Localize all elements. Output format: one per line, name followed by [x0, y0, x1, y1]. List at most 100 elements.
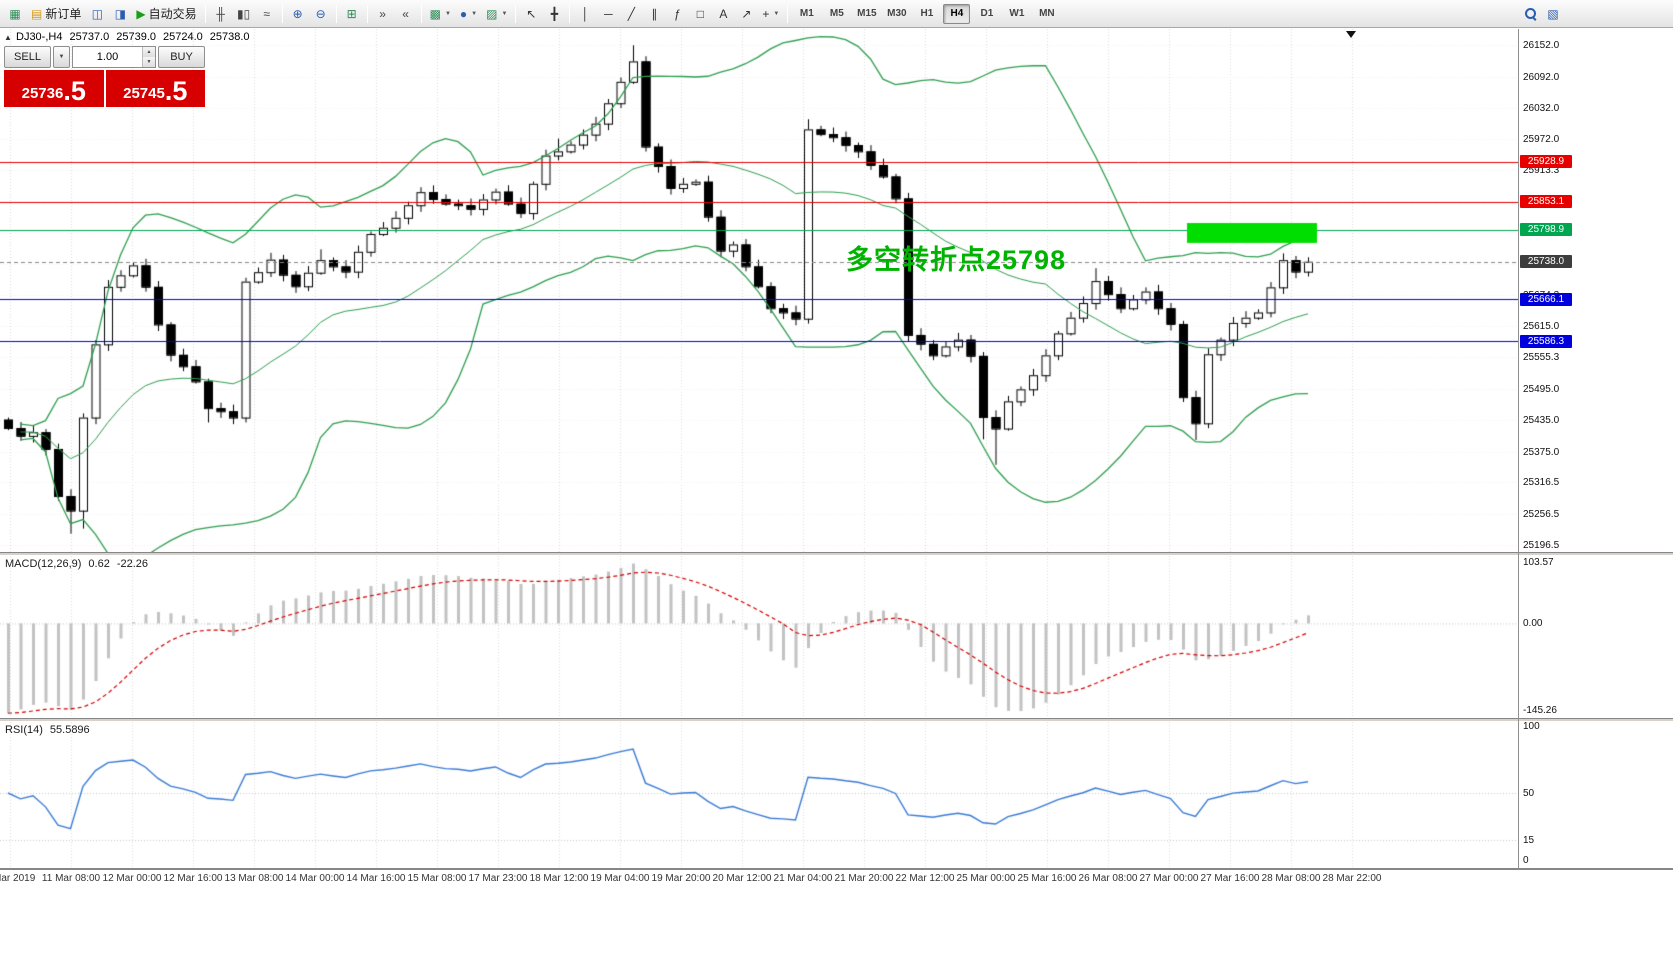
rsi-axis-label: 15 [1523, 834, 1535, 846]
zoom-out-button[interactable]: ⊖ [310, 3, 332, 25]
market-watch-button[interactable]: ◫ [86, 3, 108, 25]
time-axis-label: 27 Mar 00:00 [1139, 873, 1199, 884]
profiles-dropdown[interactable]: ● ▼ [456, 3, 481, 25]
vertical-line-icon: │ [581, 6, 590, 21]
chart-shift-marker-icon[interactable] [1346, 31, 1356, 38]
price-level-badge: 25666.1 [1520, 292, 1572, 306]
toolbar-separator [204, 4, 206, 23]
cursor-button[interactable]: ↖ [520, 3, 542, 25]
zoom-in-button[interactable]: ⊕ [287, 3, 309, 25]
timeframe-h1-button[interactable]: H1 [920, 8, 934, 19]
trendline-icon: ╱ [627, 6, 636, 21]
timeframe-m30-button[interactable]: M30 [887, 8, 907, 19]
time-axis-label: 22 Mar 12:00 [895, 873, 955, 884]
new-chart-button[interactable]: ▦ [4, 3, 26, 25]
chart-annotation-text[interactable]: 多空转折点25798 [846, 245, 1067, 275]
plus-icon: + [762, 6, 770, 21]
chevron-down-icon: ▼ [471, 10, 478, 17]
trade-panel-prices: 25736.5 25745.5 [4, 70, 205, 107]
spinner-up-icon[interactable]: ▲ [143, 47, 155, 57]
profiles-icon: ● [459, 6, 468, 21]
volume-preset-dropdown[interactable]: ▼ [53, 46, 70, 68]
rsi-canvas[interactable] [0, 722, 1518, 868]
price-chart-canvas[interactable] [0, 29, 1518, 552]
indicators-dropdown[interactable]: + ▼ [758, 3, 783, 25]
spinner-down-icon[interactable]: ▼ [143, 57, 155, 67]
buy-button[interactable]: BUY [158, 46, 205, 68]
shapes-button[interactable]: □ [689, 3, 711, 25]
toolbar-separator [366, 4, 368, 23]
timeframe-m1-button[interactable]: M1 [799, 8, 814, 19]
timeframe-d1-button[interactable]: D1 [980, 8, 994, 19]
rsi-axis-label: 50 [1523, 788, 1535, 799]
price-level-badge: 25586.3 [1520, 334, 1572, 348]
one-click-collapse-icon[interactable]: ▲ [4, 33, 12, 42]
trendline-button[interactable]: ╱ [620, 3, 642, 25]
line-chart-button[interactable]: ≈ [256, 3, 278, 25]
sell-price-fraction: .5 [63, 76, 86, 106]
time-axis-label: 19 Mar 04:00 [590, 873, 650, 884]
rsi-axis-label: 0 [1523, 855, 1529, 866]
time-axis-label: 27 Mar 16:00 [1200, 873, 1260, 884]
new-order-button[interactable]: ▤ 新订单 [27, 3, 85, 25]
timeframe-m15-button[interactable]: M15 [857, 8, 877, 19]
sell-price-button[interactable]: 25736.5 [4, 70, 104, 107]
auto-trading-button[interactable]: ▶ 自动交易 [132, 3, 200, 25]
zoom-in-icon: ⊕ [292, 6, 303, 21]
trade-panel-header: SELL ▼ 1.00 ▲ ▼ BUY [4, 46, 205, 68]
timeframe-w1-button[interactable]: W1 [1009, 8, 1025, 19]
price-tick-label: 26092.0 [1523, 71, 1560, 83]
data-window-button[interactable]: ◨ [109, 3, 131, 25]
macd-axis-label: -145.26 [1523, 705, 1557, 716]
time-axis-label: 26 Mar 08:00 [1078, 873, 1138, 884]
volume-input[interactable]: 1.00 [96, 51, 119, 63]
layout-button[interactable]: ▧ [1542, 3, 1564, 25]
channel-button[interactable]: ∥ [643, 3, 665, 25]
templates-dropdown[interactable]: ▨ ▼ [482, 3, 511, 25]
horizontal-line-button[interactable]: ─ [597, 3, 619, 25]
price-tick-label: 25435.0 [1523, 415, 1560, 427]
tile-windows-button[interactable]: ⊞ [341, 3, 363, 25]
auto-scroll-button[interactable]: » [372, 3, 394, 25]
macd-canvas[interactable] [0, 556, 1518, 718]
macd-indicator-label: MACD(12,26,9) 0.62 -22.26 [5, 558, 148, 570]
panel-separator[interactable] [0, 718, 1673, 722]
arrows-button[interactable]: ↗ [735, 3, 757, 25]
channel-icon: ∥ [651, 6, 658, 21]
volume-spinner: ▲ ▼ [142, 47, 155, 67]
buy-price-main: 25745 [123, 85, 165, 103]
time-axis-label: 18 Mar 12:00 [529, 873, 589, 884]
chart-shift-button[interactable]: « [395, 3, 417, 25]
price-axis-border [1518, 29, 1519, 870]
one-click-trading-panel: SELL ▼ 1.00 ▲ ▼ BUY 25736.5 25745.5 [4, 46, 205, 107]
price-tick-label: 26152.0 [1523, 40, 1560, 52]
price-tick-label: 25555.3 [1523, 352, 1560, 364]
vertical-line-button[interactable]: │ [574, 3, 596, 25]
timeframe-m5-button[interactable]: M5 [829, 8, 844, 19]
horizontal-line-icon: ─ [604, 6, 613, 21]
auto-scroll-icon: » [379, 6, 386, 21]
fibonacci-icon: ƒ [674, 6, 681, 21]
bar-chart-button[interactable]: ╫ [210, 3, 232, 25]
timeframe-h4-button[interactable]: H4 [943, 3, 971, 24]
crosshair-button[interactable]: ╋ [543, 3, 565, 25]
fibonacci-button[interactable]: ƒ [666, 3, 688, 25]
chart-shift-icon: « [402, 6, 409, 21]
text-button[interactable]: A [712, 3, 734, 25]
time-axis-label: 13 Mar 08:00 [224, 873, 284, 884]
candlestick-chart-button[interactable]: ▮▯ [233, 3, 255, 25]
time-axis-label: 8 Mar 2019 [0, 873, 36, 884]
macd-value-signal: -22.26 [116, 558, 149, 570]
ohlc-open: 25737.0 [69, 31, 110, 43]
time-axis-label: 28 Mar 22:00 [1322, 873, 1382, 884]
toolbar-separator [420, 4, 422, 23]
timeframe-mn-button[interactable]: MN [1039, 8, 1055, 19]
buy-price-button[interactable]: 25745.5 [105, 70, 205, 107]
panel-separator[interactable] [0, 552, 1673, 556]
search-button[interactable] [1519, 3, 1541, 25]
price-tick-label: 25972.0 [1523, 134, 1560, 146]
macd-value-main: 0.62 [88, 558, 110, 570]
new-chart-dropdown[interactable]: ▩ ▼ [426, 3, 455, 25]
sell-button[interactable]: SELL [4, 46, 51, 68]
